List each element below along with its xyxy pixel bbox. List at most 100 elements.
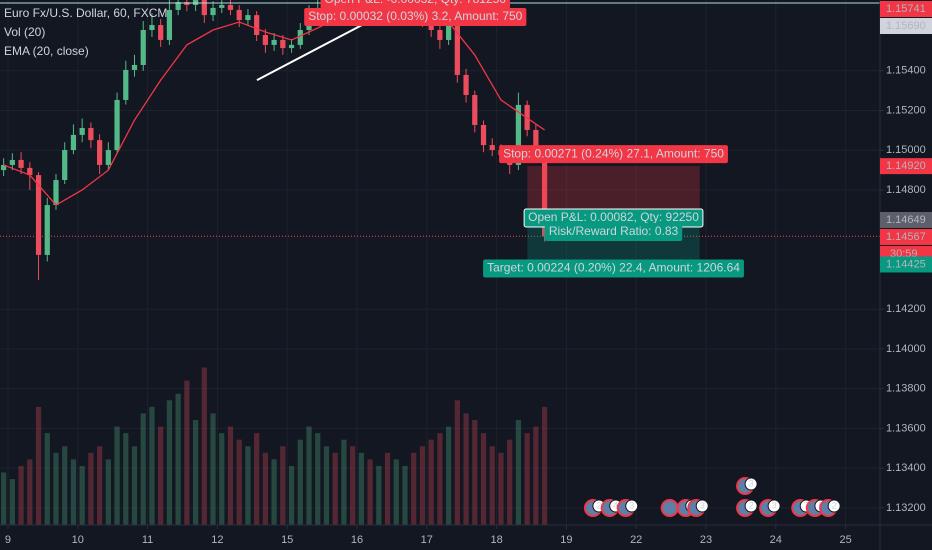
candle-body — [515, 104, 522, 165]
candle-body — [1, 164, 7, 171]
volume-bar — [62, 446, 68, 525]
volume-bar — [271, 459, 277, 525]
pnl-label-box — [320, 0, 511, 9]
price-label: 1.15741 — [886, 3, 926, 15]
event-count — [827, 499, 841, 513]
x-tick-label: 11 — [142, 534, 153, 546]
grid — [0, 0, 880, 525]
volume-bar — [210, 413, 216, 525]
price-label-box — [880, 211, 932, 228]
ratio-label-box — [544, 222, 683, 241]
y-tick-label: 1.13200 — [886, 502, 926, 514]
price-label: 1.14649 — [886, 214, 926, 226]
event-label: 3 — [772, 500, 777, 510]
volume-bar — [411, 452, 417, 525]
candle-body — [227, 4, 234, 10]
candle-body — [62, 150, 68, 181]
volume-bar — [96, 446, 103, 525]
event-count — [744, 477, 758, 491]
volume-bar — [323, 446, 330, 525]
candle-body — [472, 94, 478, 125]
x-tick-label: 18 — [490, 534, 502, 546]
candle-body — [288, 44, 295, 49]
candle-body — [44, 205, 50, 255]
x-tick-label: 22 — [630, 534, 642, 546]
candle-body — [201, 0, 207, 16]
candle-body — [210, 7, 216, 16]
event-label: 2 — [596, 500, 601, 510]
volume-bar — [524, 433, 530, 525]
volume-bar — [507, 439, 513, 525]
x-tick-label: 10 — [72, 534, 84, 546]
price-label: 1.14425 — [886, 258, 926, 270]
target-label-box — [483, 259, 744, 278]
volume-bar — [332, 452, 338, 525]
volume-bar — [498, 452, 504, 525]
volume-bar — [131, 446, 138, 525]
volume-bar — [262, 452, 269, 525]
volume-bar — [419, 446, 426, 525]
indicator-label: Vol (20) — [4, 25, 45, 39]
x-tick-label: 19 — [560, 534, 572, 546]
event-label: 7 — [804, 500, 809, 510]
y-tick-label: 1.15200 — [886, 104, 926, 116]
candle-body — [297, 30, 303, 45]
volume-bar — [184, 380, 190, 525]
volume-bar — [35, 406, 42, 525]
volume-bar — [158, 426, 164, 525]
candle-body — [131, 64, 138, 70]
target-label: Target: 0.00224 (0.20%) 22.4, Amount: 12… — [487, 261, 740, 275]
volume-bar — [350, 446, 356, 525]
x-tick-label: 16 — [351, 534, 363, 546]
candle-body — [236, 9, 242, 21]
candle-body — [245, 15, 251, 21]
y-tick-label: 1.13800 — [886, 383, 926, 395]
ratio-label: Risk/Reward Ratio: 0.83 — [549, 224, 679, 238]
volume-bar — [306, 426, 312, 525]
stop-label: Stop: 0.00032 (0.03%) 3.2, Amount: 750 — [308, 9, 522, 23]
y-tick-label: 1.13400 — [886, 462, 926, 474]
candle-body — [158, 25, 164, 40]
volume-bar — [70, 459, 77, 525]
event-count — [695, 499, 709, 513]
volume-bar — [105, 459, 111, 525]
event-label: 2 — [749, 500, 754, 510]
volume-bar — [428, 439, 434, 525]
indicator-label: EMA (20, close) — [4, 44, 89, 58]
volume-bar — [219, 433, 225, 525]
candle-body — [53, 180, 59, 206]
candle-body — [254, 15, 260, 35]
x-tick-label: 9 — [5, 534, 11, 546]
volume-bar — [454, 400, 460, 525]
candle-body — [79, 127, 85, 135]
candle-body — [219, 4, 225, 8]
volume-bar — [192, 420, 199, 525]
candle-body — [105, 150, 111, 165]
y-tick-label: 1.15000 — [886, 144, 926, 156]
volume-pane — [1, 367, 548, 525]
axes: 1.13200 1.13400 1.13600 1.13800 1.14000 1.142… — [5, 1, 932, 546]
candle-body — [70, 134, 77, 151]
volume-bar — [376, 465, 382, 525]
volume-bar — [227, 426, 234, 525]
price-label-box — [880, 228, 932, 245]
candle-body — [175, 1, 181, 10]
candle-body — [445, 20, 452, 40]
volume-bar — [463, 413, 469, 525]
volume-bar — [140, 413, 146, 525]
candle-body — [114, 99, 120, 151]
candle-body — [262, 34, 269, 45]
candle-body — [166, 9, 173, 40]
volume-bar — [254, 433, 260, 525]
y-tick-label: 1.14000 — [886, 343, 926, 355]
volume-bar — [9, 479, 15, 525]
event-label: 3 — [700, 500, 705, 510]
price-label: 1.14920 — [886, 160, 926, 172]
y-tick-label: 1.14200 — [886, 303, 926, 315]
volume-bar — [1, 472, 7, 525]
price-label: 1.14567 — [886, 231, 926, 243]
volume-bar — [402, 465, 408, 525]
candle-body — [35, 175, 42, 255]
volume-bar — [88, 452, 94, 525]
volume-bar — [123, 433, 129, 525]
